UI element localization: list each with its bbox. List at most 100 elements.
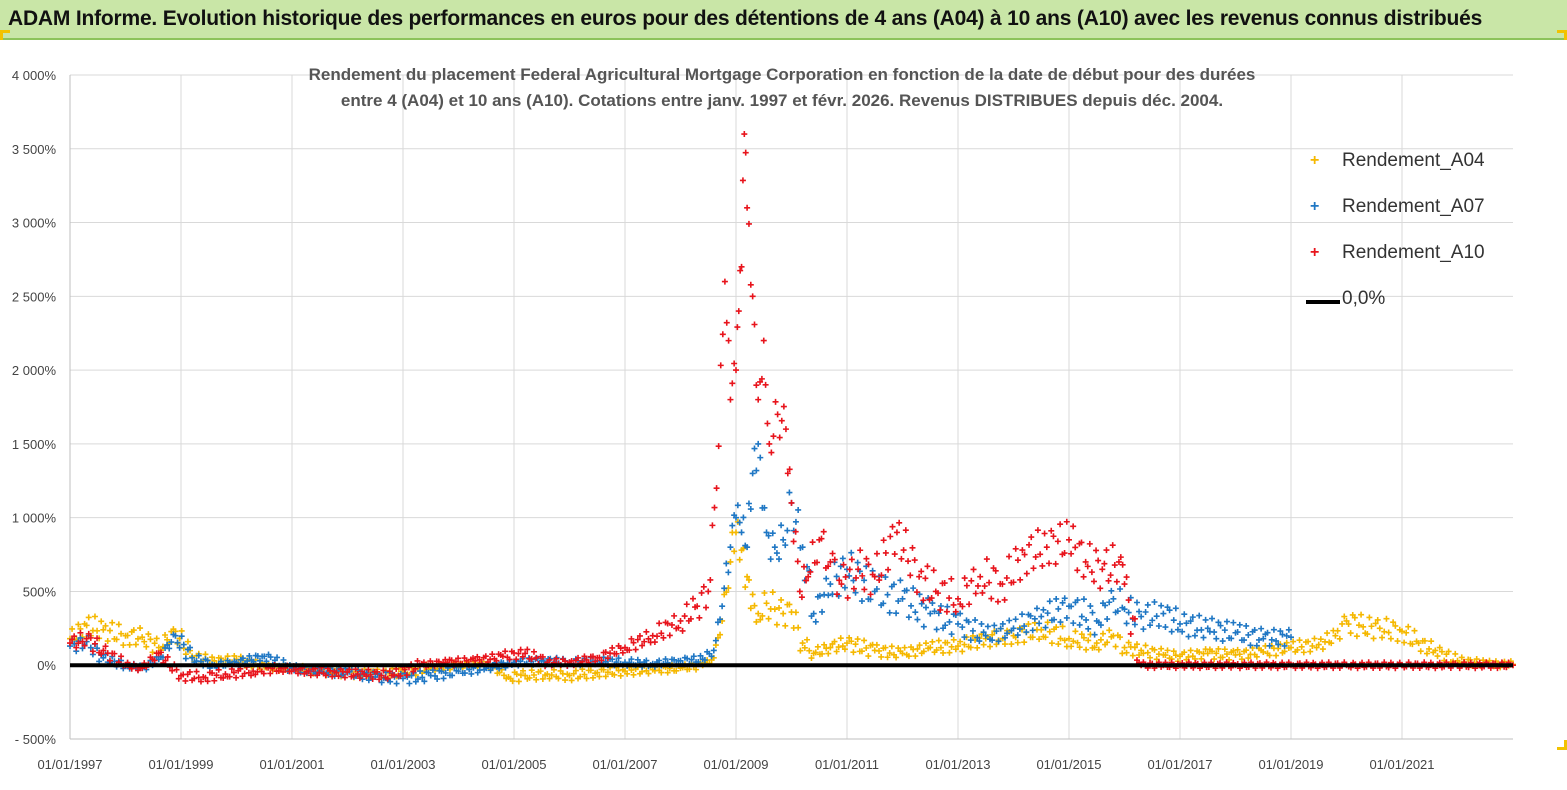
data-point xyxy=(765,532,772,539)
data-point xyxy=(751,445,758,452)
data-point xyxy=(346,666,353,673)
data-point xyxy=(1486,657,1493,664)
data-point xyxy=(134,667,141,674)
data-point xyxy=(1209,648,1216,655)
data-point xyxy=(77,629,84,636)
data-point xyxy=(106,627,113,634)
data-point xyxy=(1063,614,1070,621)
data-point xyxy=(468,670,475,677)
data-point xyxy=(744,204,751,211)
data-point xyxy=(1076,621,1083,628)
data-point xyxy=(1059,623,1066,630)
data-point xyxy=(1008,641,1015,648)
data-point xyxy=(957,610,964,617)
data-point xyxy=(816,592,823,599)
data-point xyxy=(778,522,785,529)
data-point xyxy=(898,555,905,562)
data-point xyxy=(757,616,764,623)
legend-label-a10: Rendement_A10 xyxy=(1342,242,1485,263)
data-point xyxy=(519,653,526,660)
data-point xyxy=(740,514,747,521)
data-point xyxy=(780,536,787,543)
data-point xyxy=(1131,644,1138,651)
data-point xyxy=(602,649,609,656)
data-point xyxy=(1039,562,1046,569)
data-point xyxy=(1078,631,1085,638)
y-tick-label: 1 500% xyxy=(12,437,57,452)
data-point xyxy=(611,671,618,678)
data-point xyxy=(1147,654,1154,661)
data-point xyxy=(438,668,445,675)
data-point xyxy=(835,644,842,651)
data-point xyxy=(771,544,778,551)
data-point xyxy=(1046,628,1053,635)
legend-label-a04: Rendement_A04 xyxy=(1342,150,1485,171)
data-point xyxy=(1281,642,1288,649)
data-point xyxy=(380,667,387,674)
data-point xyxy=(721,278,728,285)
data-point xyxy=(727,544,734,551)
data-point xyxy=(100,654,107,661)
data-point xyxy=(965,618,972,625)
data-point xyxy=(1003,574,1010,581)
data-point xyxy=(1170,617,1177,624)
data-point xyxy=(1409,641,1416,648)
data-point xyxy=(77,634,84,641)
data-point xyxy=(69,636,76,643)
data-point xyxy=(863,644,870,651)
data-point xyxy=(1099,630,1106,637)
data-point xyxy=(1095,557,1102,564)
data-point xyxy=(570,670,577,677)
data-point xyxy=(1268,636,1275,643)
data-point xyxy=(1131,621,1138,628)
data-point xyxy=(1044,619,1051,626)
data-point xyxy=(1123,574,1130,581)
data-point xyxy=(1296,637,1303,644)
data-point xyxy=(1104,616,1111,623)
data-point xyxy=(1179,628,1186,635)
data-point xyxy=(427,658,434,665)
data-point xyxy=(1048,640,1055,647)
data-point xyxy=(1115,558,1122,565)
data-point xyxy=(182,655,189,662)
data-point xyxy=(1343,617,1350,624)
data-point xyxy=(393,680,400,687)
data-point xyxy=(1085,625,1092,632)
data-point xyxy=(683,601,690,608)
data-point xyxy=(690,653,697,660)
data-point xyxy=(1273,637,1280,644)
data-point xyxy=(852,589,859,596)
data-point xyxy=(178,633,185,640)
data-point xyxy=(1374,616,1381,623)
y-tick-label: 3 000% xyxy=(12,216,57,231)
data-point xyxy=(329,673,336,680)
data-point xyxy=(1036,620,1043,627)
data-point xyxy=(1385,629,1392,636)
data-point xyxy=(1181,611,1188,618)
data-point xyxy=(1172,605,1179,612)
data-point xyxy=(814,643,821,650)
data-point xyxy=(550,666,557,673)
data-point xyxy=(1125,639,1132,646)
data-point xyxy=(1038,626,1045,633)
data-point xyxy=(738,529,745,536)
data-point xyxy=(609,656,616,663)
data-point xyxy=(1445,648,1452,655)
data-point xyxy=(1136,608,1143,615)
data-point xyxy=(698,589,705,596)
data-point xyxy=(1260,635,1267,642)
data-point xyxy=(517,646,524,653)
data-point xyxy=(982,632,989,639)
data-point xyxy=(641,638,648,645)
data-point xyxy=(751,602,758,609)
data-point xyxy=(961,634,968,641)
data-point xyxy=(1230,647,1237,654)
x-tick-label: 01/01/2001 xyxy=(259,757,324,772)
x-tick-label: 01/01/2015 xyxy=(1036,757,1101,772)
data-point xyxy=(1028,534,1035,541)
data-point xyxy=(671,612,678,619)
data-point xyxy=(1010,625,1017,632)
data-point xyxy=(738,263,745,270)
data-point xyxy=(172,632,179,639)
data-point xyxy=(1142,642,1149,649)
